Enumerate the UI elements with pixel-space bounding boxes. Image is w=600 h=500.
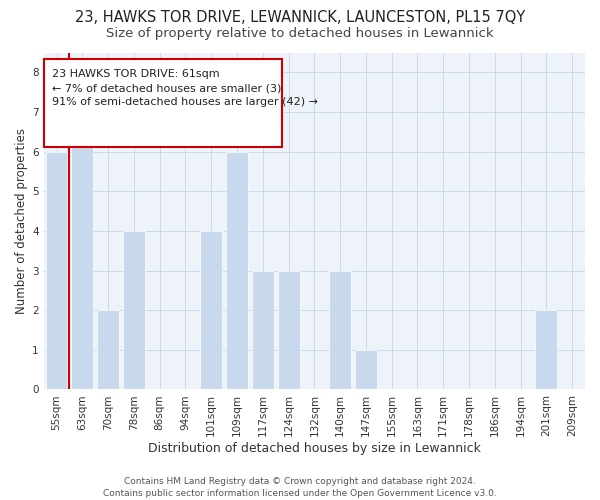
- Bar: [329, 270, 351, 390]
- Bar: [123, 231, 145, 390]
- Text: 23 HAWKS TOR DRIVE: 61sqm
← 7% of detached houses are smaller (3)
91% of semi-de: 23 HAWKS TOR DRIVE: 61sqm ← 7% of detach…: [52, 70, 318, 108]
- Text: Size of property relative to detached houses in Lewannick: Size of property relative to detached ho…: [106, 28, 494, 40]
- Bar: [71, 112, 93, 390]
- X-axis label: Distribution of detached houses by size in Lewannick: Distribution of detached houses by size …: [148, 442, 481, 455]
- Bar: [252, 270, 274, 390]
- Y-axis label: Number of detached properties: Number of detached properties: [15, 128, 28, 314]
- Bar: [535, 310, 557, 390]
- Bar: [226, 152, 248, 390]
- Bar: [46, 152, 67, 390]
- Bar: [355, 350, 377, 390]
- Bar: [278, 270, 299, 390]
- Bar: [97, 310, 119, 390]
- FancyBboxPatch shape: [44, 59, 282, 147]
- Bar: [200, 231, 222, 390]
- Text: 23, HAWKS TOR DRIVE, LEWANNICK, LAUNCESTON, PL15 7QY: 23, HAWKS TOR DRIVE, LEWANNICK, LAUNCEST…: [75, 10, 525, 25]
- Text: Contains HM Land Registry data © Crown copyright and database right 2024.
Contai: Contains HM Land Registry data © Crown c…: [103, 476, 497, 498]
